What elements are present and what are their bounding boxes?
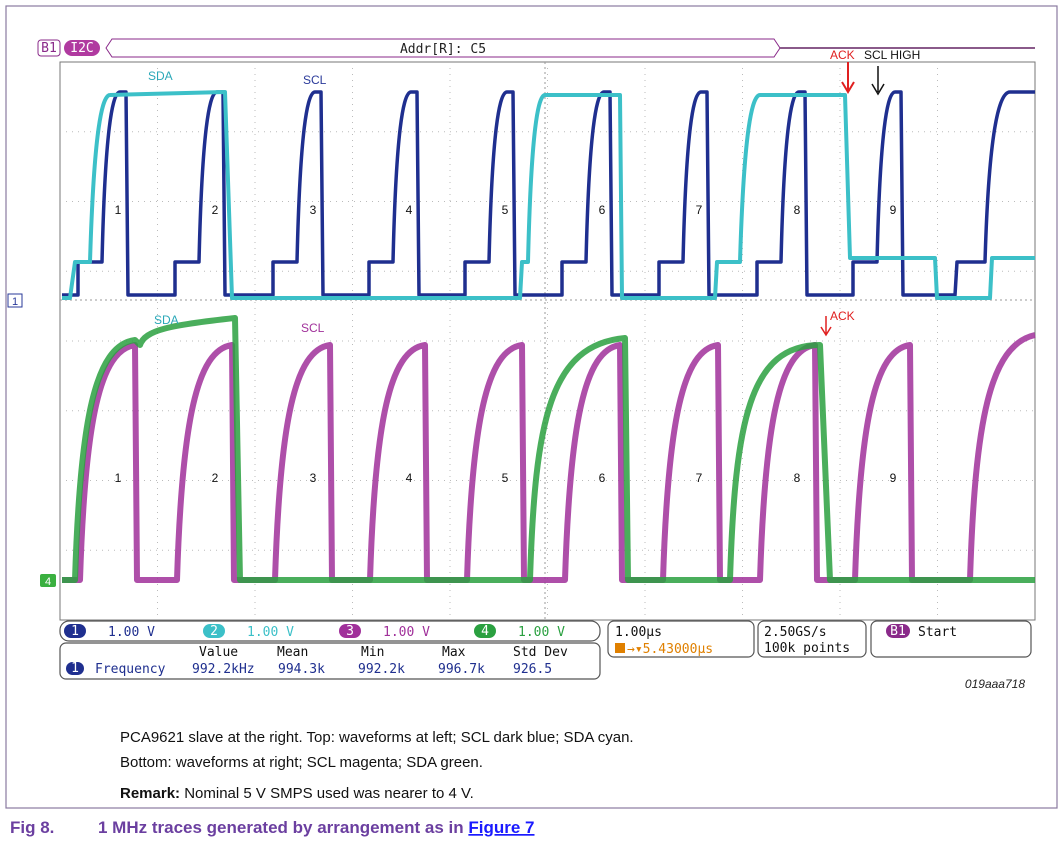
ack-label: ACK bbox=[830, 48, 855, 62]
figure-number: Fig 8. bbox=[10, 818, 54, 837]
measurement-channel: 1 bbox=[71, 661, 79, 676]
pulse-number: 8 bbox=[794, 203, 801, 217]
pulse-number: 2 bbox=[212, 471, 219, 485]
trigger-state: Start bbox=[918, 625, 957, 640]
sample-rate: 2.50GS/s bbox=[764, 625, 827, 640]
top-scl-label: SCL bbox=[303, 73, 327, 87]
figure-link[interactable]: Figure 7 bbox=[468, 818, 534, 837]
top-sda-label: SDA bbox=[148, 69, 173, 83]
trigger-position: →▾5.43000µs bbox=[627, 642, 713, 657]
measurement-value: 992.2kHz bbox=[192, 662, 255, 677]
trigger-bus: B1 bbox=[890, 624, 906, 639]
pulse-number: 1 bbox=[115, 471, 122, 485]
pulse-number: 3 bbox=[310, 203, 317, 217]
pulse-number: 8 bbox=[794, 471, 801, 485]
pulse-number: 3 bbox=[310, 471, 317, 485]
measurement-header: Mean bbox=[277, 645, 308, 660]
pulse-number: 6 bbox=[599, 471, 606, 485]
pulse-number: 2 bbox=[212, 203, 219, 217]
scl-high-label: SCL HIGH bbox=[864, 48, 920, 62]
channel-scale: 1.00 V bbox=[518, 625, 565, 640]
bus-label: B1 bbox=[41, 41, 57, 56]
measurement-header: Value bbox=[199, 645, 238, 660]
description-line: PCA9621 slave at the right. Top: wavefor… bbox=[120, 729, 634, 746]
remark-text: Nominal 5 V SMPS used was nearer to 4 V. bbox=[184, 785, 474, 802]
measurement-value: 996.7k bbox=[438, 662, 485, 677]
pulse-number: 9 bbox=[890, 471, 897, 485]
pulse-number: 4 bbox=[406, 471, 413, 485]
channel-number: 3 bbox=[346, 624, 354, 639]
record-length: 100k points bbox=[764, 641, 850, 656]
caption-text: 1 MHz traces generated by arrangement as… bbox=[98, 818, 464, 837]
pulse-number: 5 bbox=[502, 203, 509, 217]
pulse-number: 7 bbox=[696, 471, 703, 485]
description-line: Bottom: waveforms at right; SCL magenta;… bbox=[120, 754, 483, 771]
figure-caption: 1 MHz traces generated by arrangement as… bbox=[98, 818, 535, 837]
measurement-header: Max bbox=[442, 645, 466, 660]
bottom-sda-label: SDA bbox=[154, 313, 179, 327]
channel-scale: 1.00 V bbox=[247, 625, 294, 640]
measurement-value: 926.5 bbox=[513, 662, 552, 677]
measurement-value: 992.2k bbox=[358, 662, 405, 677]
remark-label: Remark: bbox=[120, 785, 180, 802]
pulse-number: 7 bbox=[696, 203, 703, 217]
pulse-number: 9 bbox=[890, 203, 897, 217]
measurement-header: Std Dev bbox=[513, 645, 568, 660]
ground-marker: 4 bbox=[45, 576, 51, 588]
protocol-label: I2C bbox=[70, 41, 93, 56]
channel-number: 1 bbox=[71, 624, 79, 639]
trigger-icon bbox=[615, 643, 625, 653]
pulse-number: 1 bbox=[115, 203, 122, 217]
channel-scale: 1.00 V bbox=[108, 625, 155, 640]
measurement-header: Min bbox=[361, 645, 384, 660]
pulse-number: 4 bbox=[406, 203, 413, 217]
page: 1 2 3 4 5 6 7 8 9 1 2 3 4 5 6 7 8 9 B1 I2C Addr[R]: C5 AC… bbox=[0, 0, 1063, 858]
timebase: 1.00µs bbox=[615, 625, 662, 640]
figure-id: 019aaa718 bbox=[965, 677, 1025, 691]
pulse-number: 5 bbox=[502, 471, 509, 485]
pulse-number: 6 bbox=[599, 203, 606, 217]
measurement-value: 994.3k bbox=[278, 662, 325, 677]
channel-number: 4 bbox=[481, 624, 489, 639]
bottom-ack-label: ACK bbox=[830, 309, 855, 323]
channel-scale: 1.00 V bbox=[383, 625, 430, 640]
bottom-scl-label: SCL bbox=[301, 321, 325, 335]
measurement-name: Frequency bbox=[95, 662, 166, 677]
channel-number: 2 bbox=[210, 624, 218, 639]
channel-marker: 1 bbox=[12, 296, 18, 308]
remark: Remark: Nominal 5 V SMPS used was nearer… bbox=[120, 785, 474, 802]
decode-text: Addr[R]: C5 bbox=[400, 42, 486, 57]
